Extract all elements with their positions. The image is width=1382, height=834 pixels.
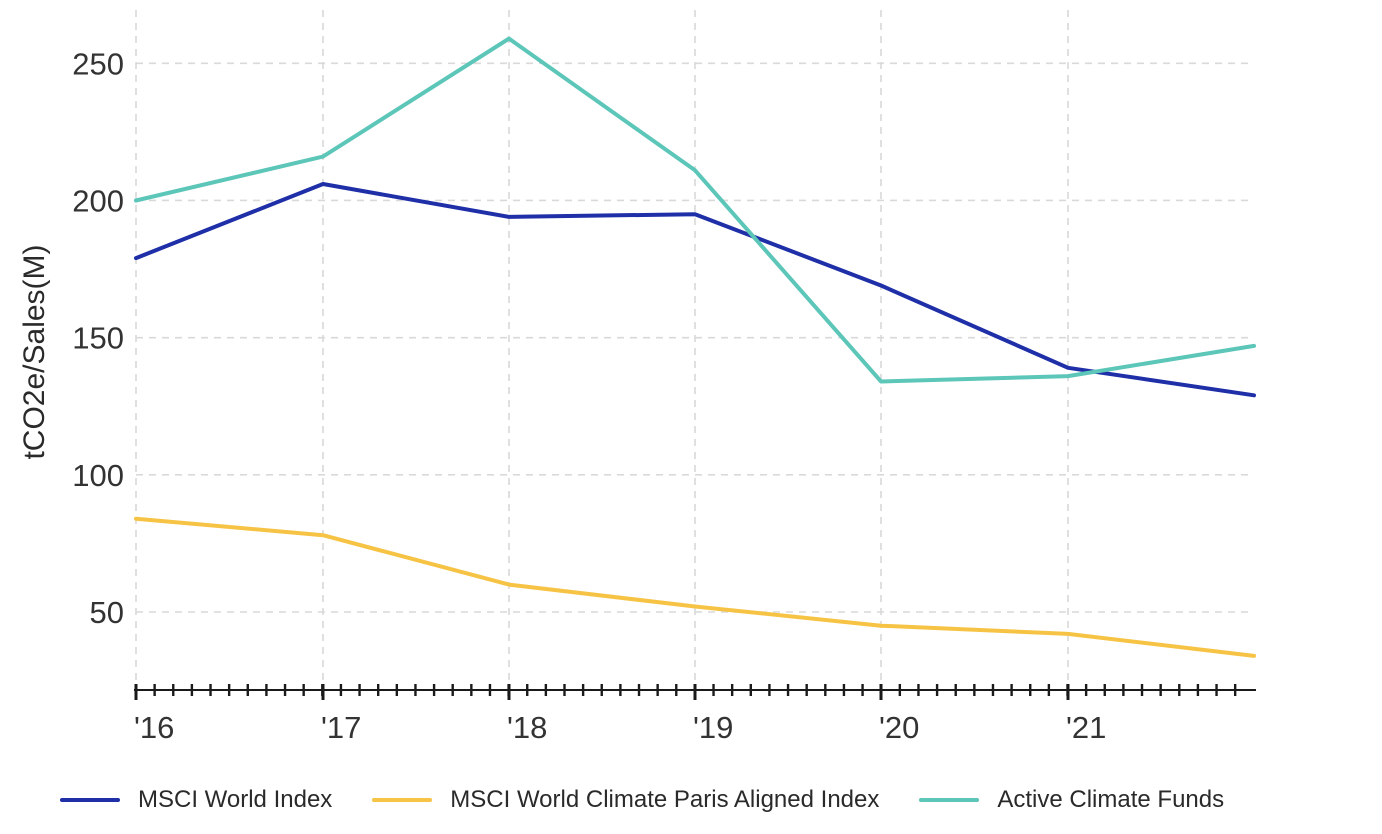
x-tick-label: '20: [879, 710, 919, 745]
x-tick-label: '16: [134, 710, 174, 745]
legend-label: MSCI World Climate Paris Aligned Index: [450, 786, 880, 813]
grid: [135, 10, 1254, 690]
series-line-1: [134, 182, 1256, 398]
tick-labels: 50 100 150 200 250 '16 '17 '18 '19 '20 '21: [72, 46, 1106, 745]
y-tick-label: 50: [90, 595, 124, 630]
series-line-2: [134, 516, 1256, 658]
y-tick-label: 100: [72, 458, 124, 493]
line-chart: 50 100 150 200 250 '16 '17 '18 '19 '20 '21 tCO2e/S…: [18, 10, 1256, 745]
y-tick-label: 250: [72, 46, 124, 81]
x-tick-label: '21: [1066, 710, 1106, 745]
x-tick-label: '17: [321, 710, 361, 745]
series-lines: [134, 36, 1256, 658]
x-tick-label: '18: [507, 710, 547, 745]
x-tick-label: '19: [693, 710, 733, 745]
legend-swatch: [372, 798, 433, 802]
y-axis-label: tCO2e/Sales(M): [18, 244, 51, 459]
legend-label: MSCI World Index: [138, 786, 333, 813]
x-axis: [134, 684, 1256, 700]
legend: MSCI World Index MSCI World Climate Paris…: [60, 782, 1360, 818]
y-tick-label: 150: [72, 321, 124, 356]
legend-item: Active Climate Funds: [919, 786, 1224, 814]
series-line-3: [134, 36, 1256, 384]
legend-label: Active Climate Funds: [997, 786, 1225, 813]
y-tick-label: 200: [72, 183, 124, 218]
legend-item: MSCI World Climate Paris Aligned Index: [372, 786, 879, 814]
legend-swatch: [919, 798, 980, 802]
legend-swatch: [60, 798, 120, 802]
legend-item: MSCI World Index: [60, 786, 332, 814]
